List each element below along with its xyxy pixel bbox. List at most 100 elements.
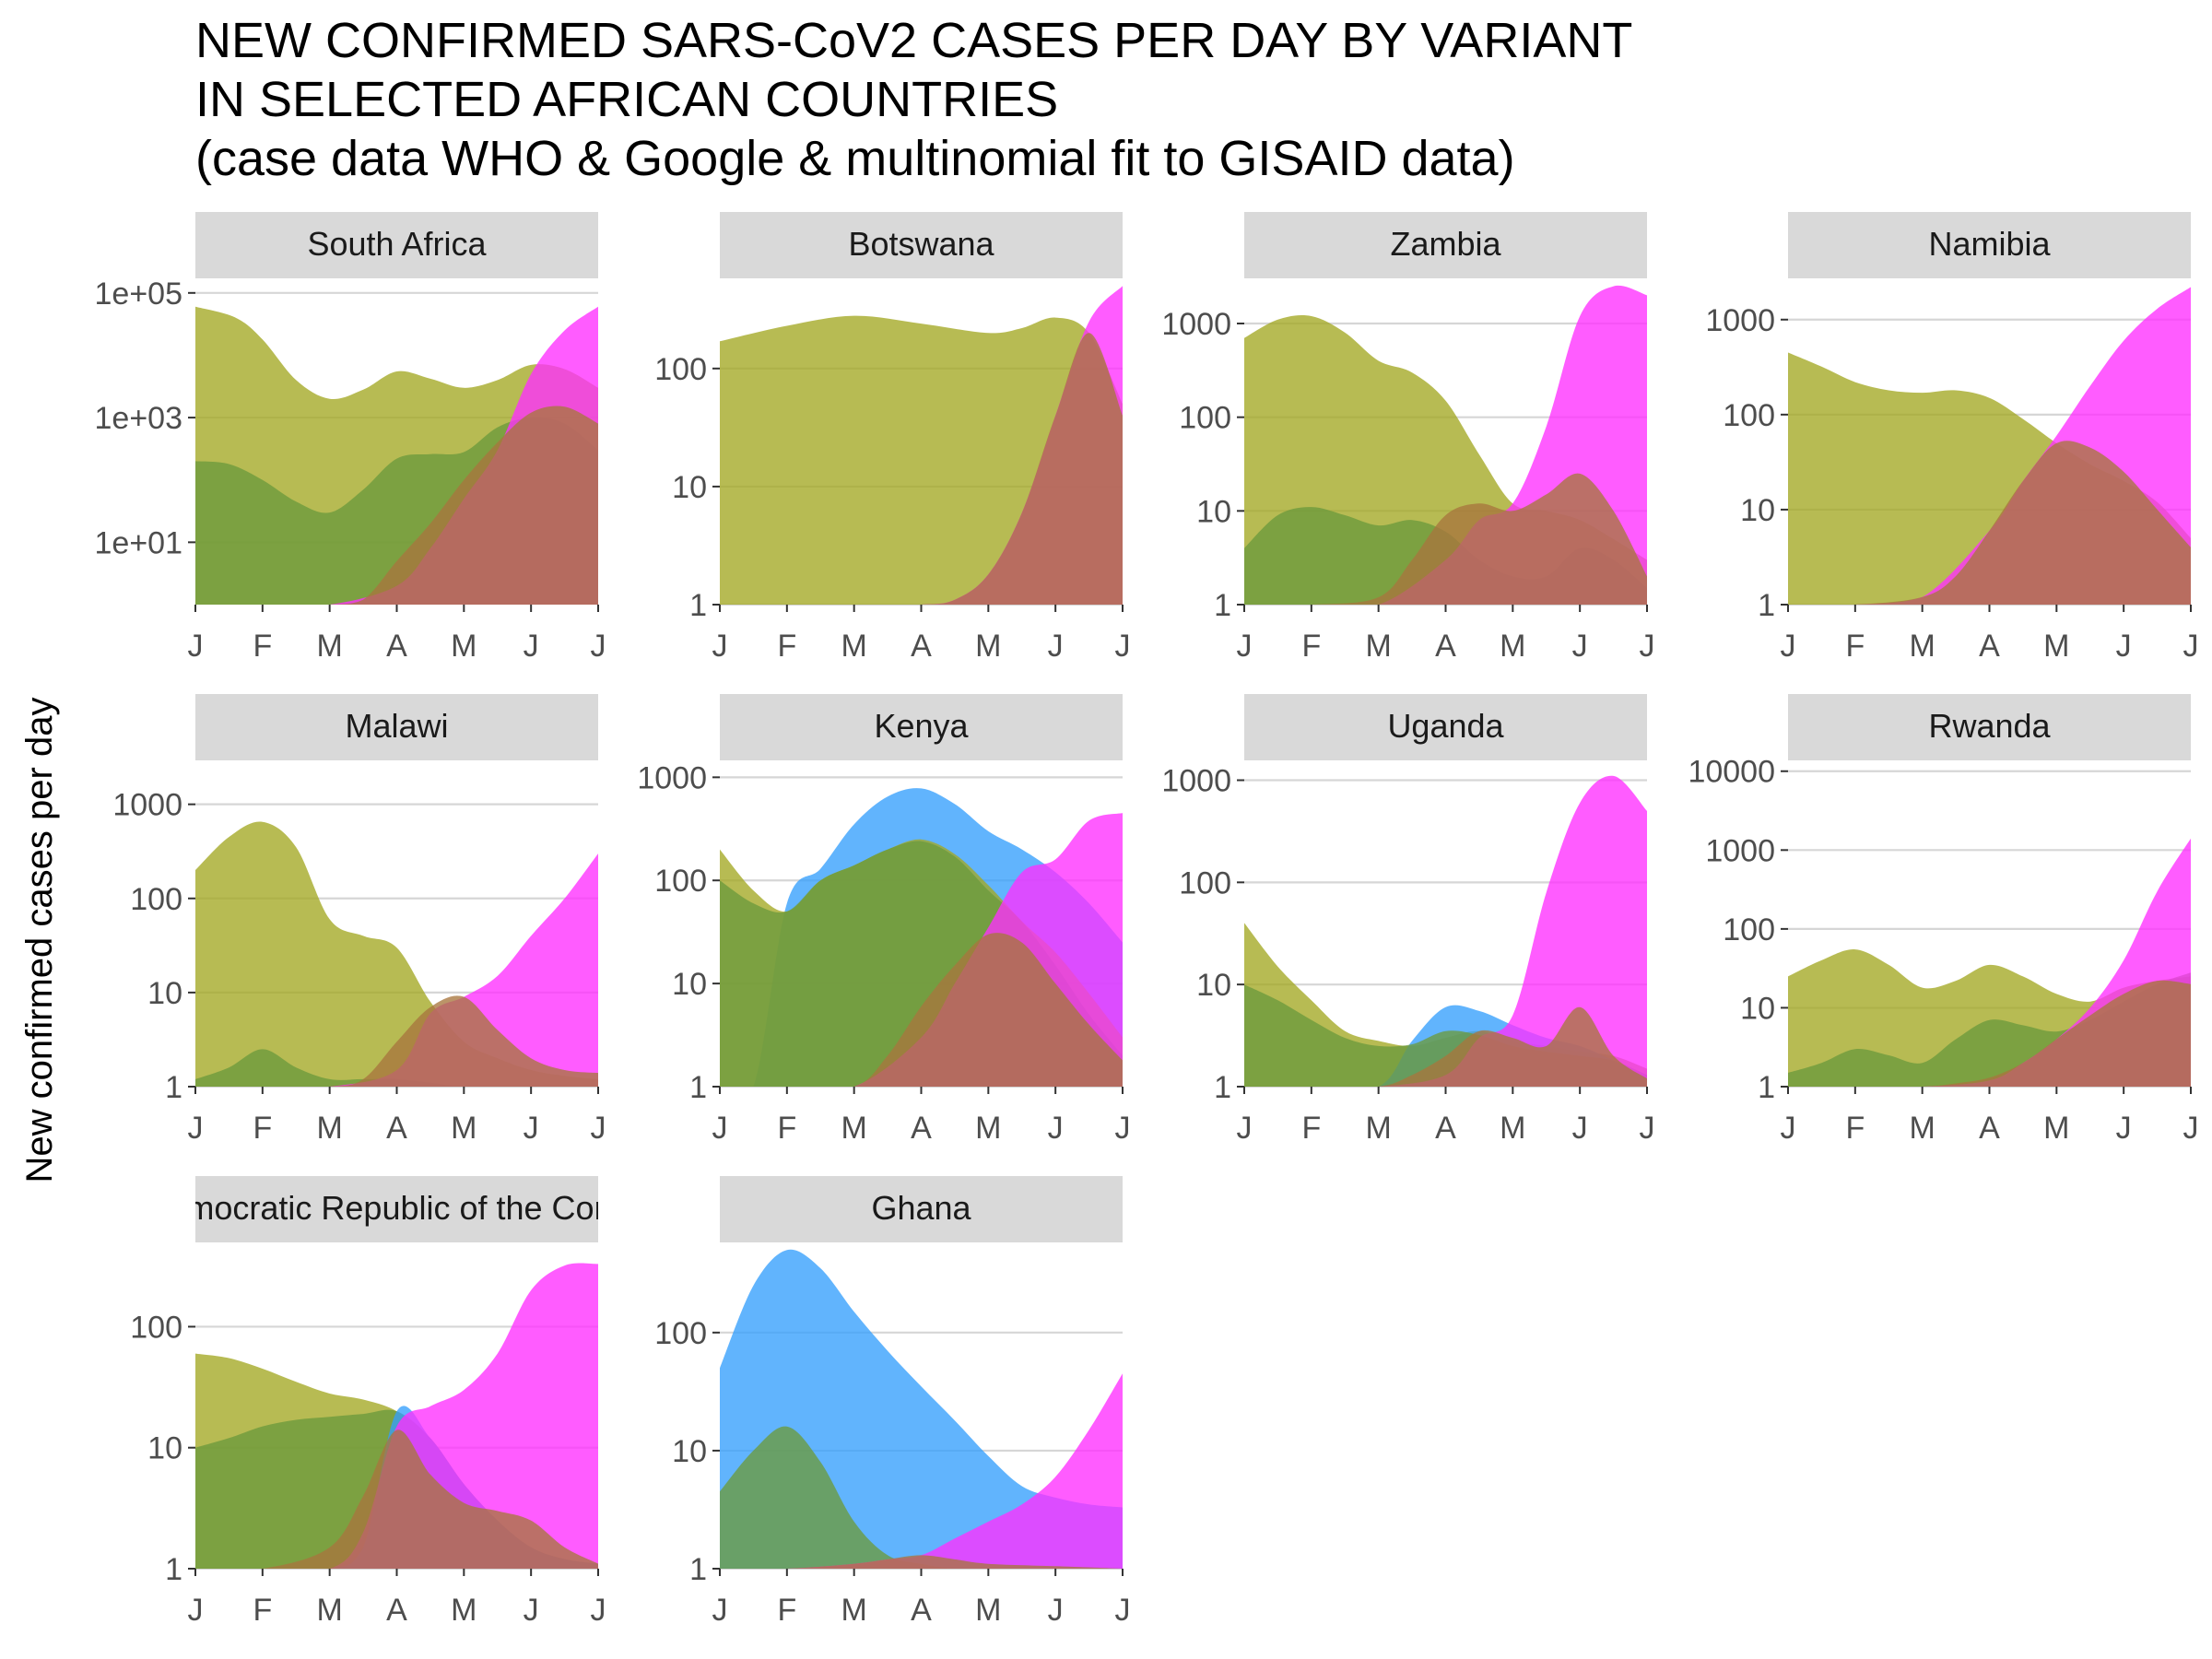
variant-area	[720, 1426, 1123, 1569]
x-tick-label: M	[975, 629, 1001, 664]
x-tick-label: M	[975, 1111, 1001, 1146]
facet-strip	[1788, 212, 2191, 278]
facet-strip-label: Democratic Republic of the Congo	[144, 1189, 649, 1227]
y-tick-label: 1	[689, 588, 707, 623]
x-tick-label: J	[1640, 629, 1655, 664]
y-tick-label: 100	[1723, 398, 1775, 433]
variant-area	[195, 995, 598, 1087]
panel-zambia: Zambia 1 10 100 1000 J F M A M J J	[1161, 212, 1655, 664]
x-tick-label: J	[2183, 1111, 2199, 1146]
x-tick-label: A	[1435, 1111, 1456, 1146]
x-tick-label: J	[1115, 629, 1131, 664]
x-tick-label: F	[777, 1593, 796, 1628]
x-tick-label: M	[451, 1111, 477, 1146]
x-tick-label: M	[451, 629, 477, 664]
panel-democratic-republic-of-the-congo: Democratic Republic of the Congo 1 10 100 J F…	[130, 1176, 649, 1628]
x-tick-label: M	[317, 1593, 343, 1628]
y-tick-label: 1	[1214, 588, 1231, 623]
y-tick-label: 1	[689, 1070, 707, 1105]
variant-area	[1244, 473, 1647, 605]
y-tick-label: 1e+05	[95, 276, 183, 312]
y-tick-label: 1000	[1161, 764, 1231, 799]
panel-grid: South Africa 1e+01 1e+03 1e+05 J F M A M J J Botswa…	[95, 212, 2199, 1628]
x-tick-label: A	[386, 1593, 407, 1628]
y-tick-label: 10	[1196, 494, 1231, 529]
series-areas	[720, 1249, 1123, 1569]
y-tick-label: 10000	[1688, 755, 1775, 790]
variant-area	[1244, 775, 1647, 1087]
x-tick-label: J	[188, 1593, 204, 1628]
x-tick-label: J	[1048, 1111, 1064, 1146]
variant-area	[195, 821, 598, 1087]
series-areas	[1244, 775, 1647, 1087]
x-tick-label: J	[1781, 1111, 1796, 1146]
y-axis-label: New confirmed cases per day	[19, 698, 60, 1183]
variant-area	[195, 1430, 598, 1569]
y-tick-label: 1	[689, 1552, 707, 1587]
facet-strip	[195, 212, 598, 278]
variant-area	[195, 853, 598, 1087]
facet-strip-label: Malawi	[345, 707, 448, 745]
y-tick-label: 1	[165, 1070, 182, 1105]
variant-area	[195, 406, 598, 605]
x-tick-label: M	[1910, 1111, 1936, 1146]
x-tick-label: J	[524, 629, 539, 664]
facet-strip-label: South Africa	[307, 225, 487, 263]
panel-south-africa: South Africa 1e+01 1e+03 1e+05 J F M A M J J	[95, 212, 606, 664]
x-tick-label: J	[591, 1111, 606, 1146]
x-tick-label: F	[253, 629, 272, 664]
y-tick-label: 100	[1723, 912, 1775, 947]
x-tick-label: F	[253, 1593, 272, 1628]
x-tick-label: A	[1435, 629, 1456, 664]
variant-area	[720, 333, 1123, 605]
x-tick-label: J	[1572, 1111, 1588, 1146]
x-tick-label: J	[1048, 1593, 1064, 1628]
panel-malawi: Malawi 1 10 100 1000 J F M A M J J	[112, 694, 606, 1146]
facet-strip	[1788, 694, 2191, 760]
x-tick-label: J	[1115, 1111, 1131, 1146]
series-areas	[1788, 287, 2191, 605]
y-tick-label: 1e+01	[95, 525, 183, 560]
x-tick-label: M	[317, 1111, 343, 1146]
y-tick-label: 1	[165, 1552, 182, 1587]
y-tick-label: 1	[1758, 1070, 1775, 1105]
y-tick-label: 10	[1740, 991, 1775, 1026]
x-tick-label: A	[911, 629, 932, 664]
x-tick-label: J	[188, 629, 204, 664]
x-tick-label: A	[911, 1111, 932, 1146]
x-tick-label: J	[1115, 1593, 1131, 1628]
y-tick-label: 100	[130, 1310, 182, 1345]
facet-strip	[1244, 694, 1647, 760]
y-tick-label: 10	[147, 1431, 182, 1466]
series-areas	[195, 306, 598, 605]
y-tick-label: 1000	[1705, 833, 1775, 868]
y-tick-label: 1e+03	[95, 401, 183, 436]
y-tick-label: 10	[672, 967, 707, 1002]
x-tick-label: M	[1366, 629, 1392, 664]
y-tick-label: 1000	[112, 788, 182, 823]
y-tick-label: 1000	[637, 760, 707, 795]
y-tick-label: 10	[672, 1434, 707, 1469]
x-tick-label: M	[451, 1593, 477, 1628]
facet-strip-label: Namibia	[1928, 225, 2051, 263]
y-tick-label: 100	[654, 352, 707, 387]
panel-namibia: Namibia 1 10 100 1000 J F M A M J J	[1705, 212, 2199, 664]
series-areas	[720, 788, 1123, 1087]
panel-ghana: Ghana 1 10 100 J F M A M J J	[654, 1176, 1131, 1628]
x-tick-label: M	[317, 629, 343, 664]
x-tick-label: M	[2043, 629, 2069, 664]
x-tick-label: J	[1237, 629, 1253, 664]
facet-strip	[195, 1176, 598, 1242]
facet-strip	[720, 212, 1123, 278]
series-areas	[195, 1263, 598, 1569]
facet-strip-label: Rwanda	[1928, 707, 2051, 745]
y-tick-label: 1000	[1161, 307, 1231, 342]
x-tick-label: F	[777, 1111, 796, 1146]
x-tick-label: M	[1500, 629, 1525, 664]
panel-botswana: Botswana 1 10 100 J F M A M J J	[654, 212, 1131, 664]
facet-strip-label: Botswana	[848, 225, 994, 263]
title-line-3: (case data WHO & Google & multinomial fi…	[195, 131, 1515, 186]
variant-area	[720, 1555, 1123, 1569]
x-tick-label: A	[1979, 1111, 2000, 1146]
y-tick-label: 10	[1740, 493, 1775, 528]
